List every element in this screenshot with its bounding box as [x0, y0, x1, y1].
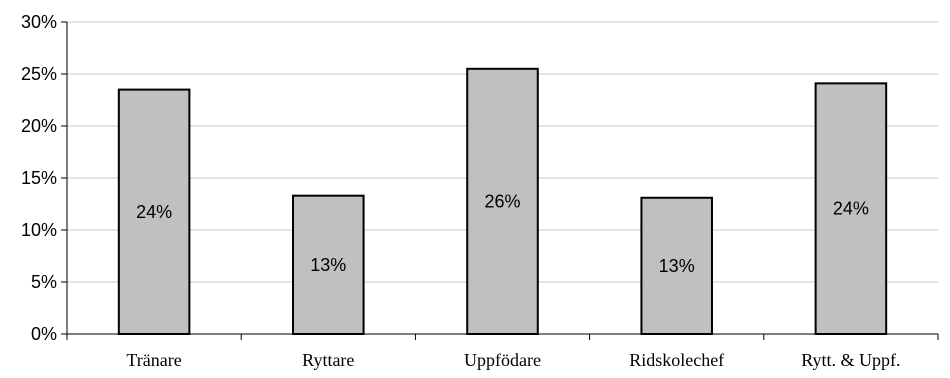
bar: [466, 67, 539, 336]
y-tick-label: 15%: [21, 168, 57, 188]
bars: [117, 67, 888, 336]
x-tick-label: Tränare: [126, 350, 181, 370]
bar: [640, 196, 713, 335]
y-tick-label: 30%: [21, 12, 57, 32]
data-label: 26%: [484, 191, 520, 211]
y-tick-label: 10%: [21, 220, 57, 240]
x-tick-label: Ridskolechef: [629, 350, 724, 370]
y-tick-label: 25%: [21, 64, 57, 84]
bar: [117, 88, 191, 335]
data-label: 24%: [833, 199, 869, 219]
y-tick-label: 0%: [31, 324, 57, 344]
data-label: 13%: [310, 255, 346, 275]
bar: [292, 194, 365, 335]
data-label: 24%: [136, 202, 172, 222]
x-tick-label: Rytt. & Uppf.: [801, 350, 900, 370]
y-tick-label: 5%: [31, 272, 57, 292]
labels: 0% 5% 10% 15% 20% 25% 30% 24% Tränare 13% Ryttare 2…: [21, 12, 901, 370]
x-tick-label: Ryttare: [302, 350, 354, 370]
y-tick-label: 20%: [21, 116, 57, 136]
bar: [814, 82, 888, 335]
x-tick-label: Uppfödare: [464, 350, 541, 370]
data-label: 13%: [659, 256, 695, 276]
